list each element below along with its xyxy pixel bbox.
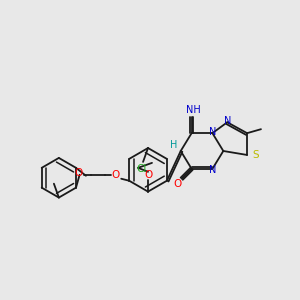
- Text: N: N: [224, 116, 231, 126]
- Text: H: H: [170, 140, 178, 150]
- Text: O: O: [74, 168, 83, 178]
- Text: S: S: [252, 150, 259, 160]
- Text: N: N: [209, 127, 216, 137]
- Text: O: O: [174, 179, 182, 189]
- Text: N: N: [209, 165, 216, 175]
- Text: O: O: [144, 170, 152, 180]
- Text: NH: NH: [186, 105, 201, 116]
- Text: Cl: Cl: [136, 164, 146, 174]
- Text: O: O: [111, 170, 119, 180]
